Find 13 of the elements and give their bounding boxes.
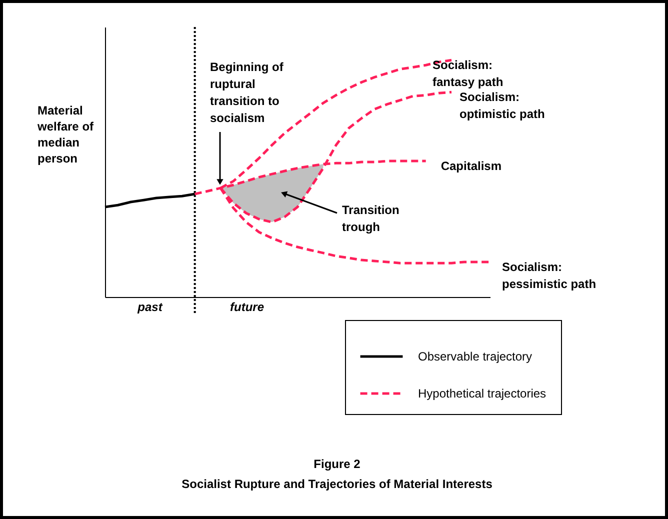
text: past [136,300,164,314]
text: future [230,300,264,314]
series-label: Socialism: fantasy path [432,58,504,90]
series-label: Capitalism [440,159,502,174]
text: Socialist Rupture and Trajectories of Material Interests [182,477,493,491]
series-label: Socialism: pessimistic path [502,260,596,291]
text: Figure 2 [314,457,361,471]
annotation: Transition trough [342,203,400,234]
y-axis-title: Material welfare of median person [36,104,95,166]
legend-label: Observable trajectory [418,350,532,364]
text: Hypothetical trajectories [418,386,546,400]
series-label: Socialism: optimistic path [460,90,545,122]
annotation: Beginning of ruptural transition to socialism [210,60,284,125]
